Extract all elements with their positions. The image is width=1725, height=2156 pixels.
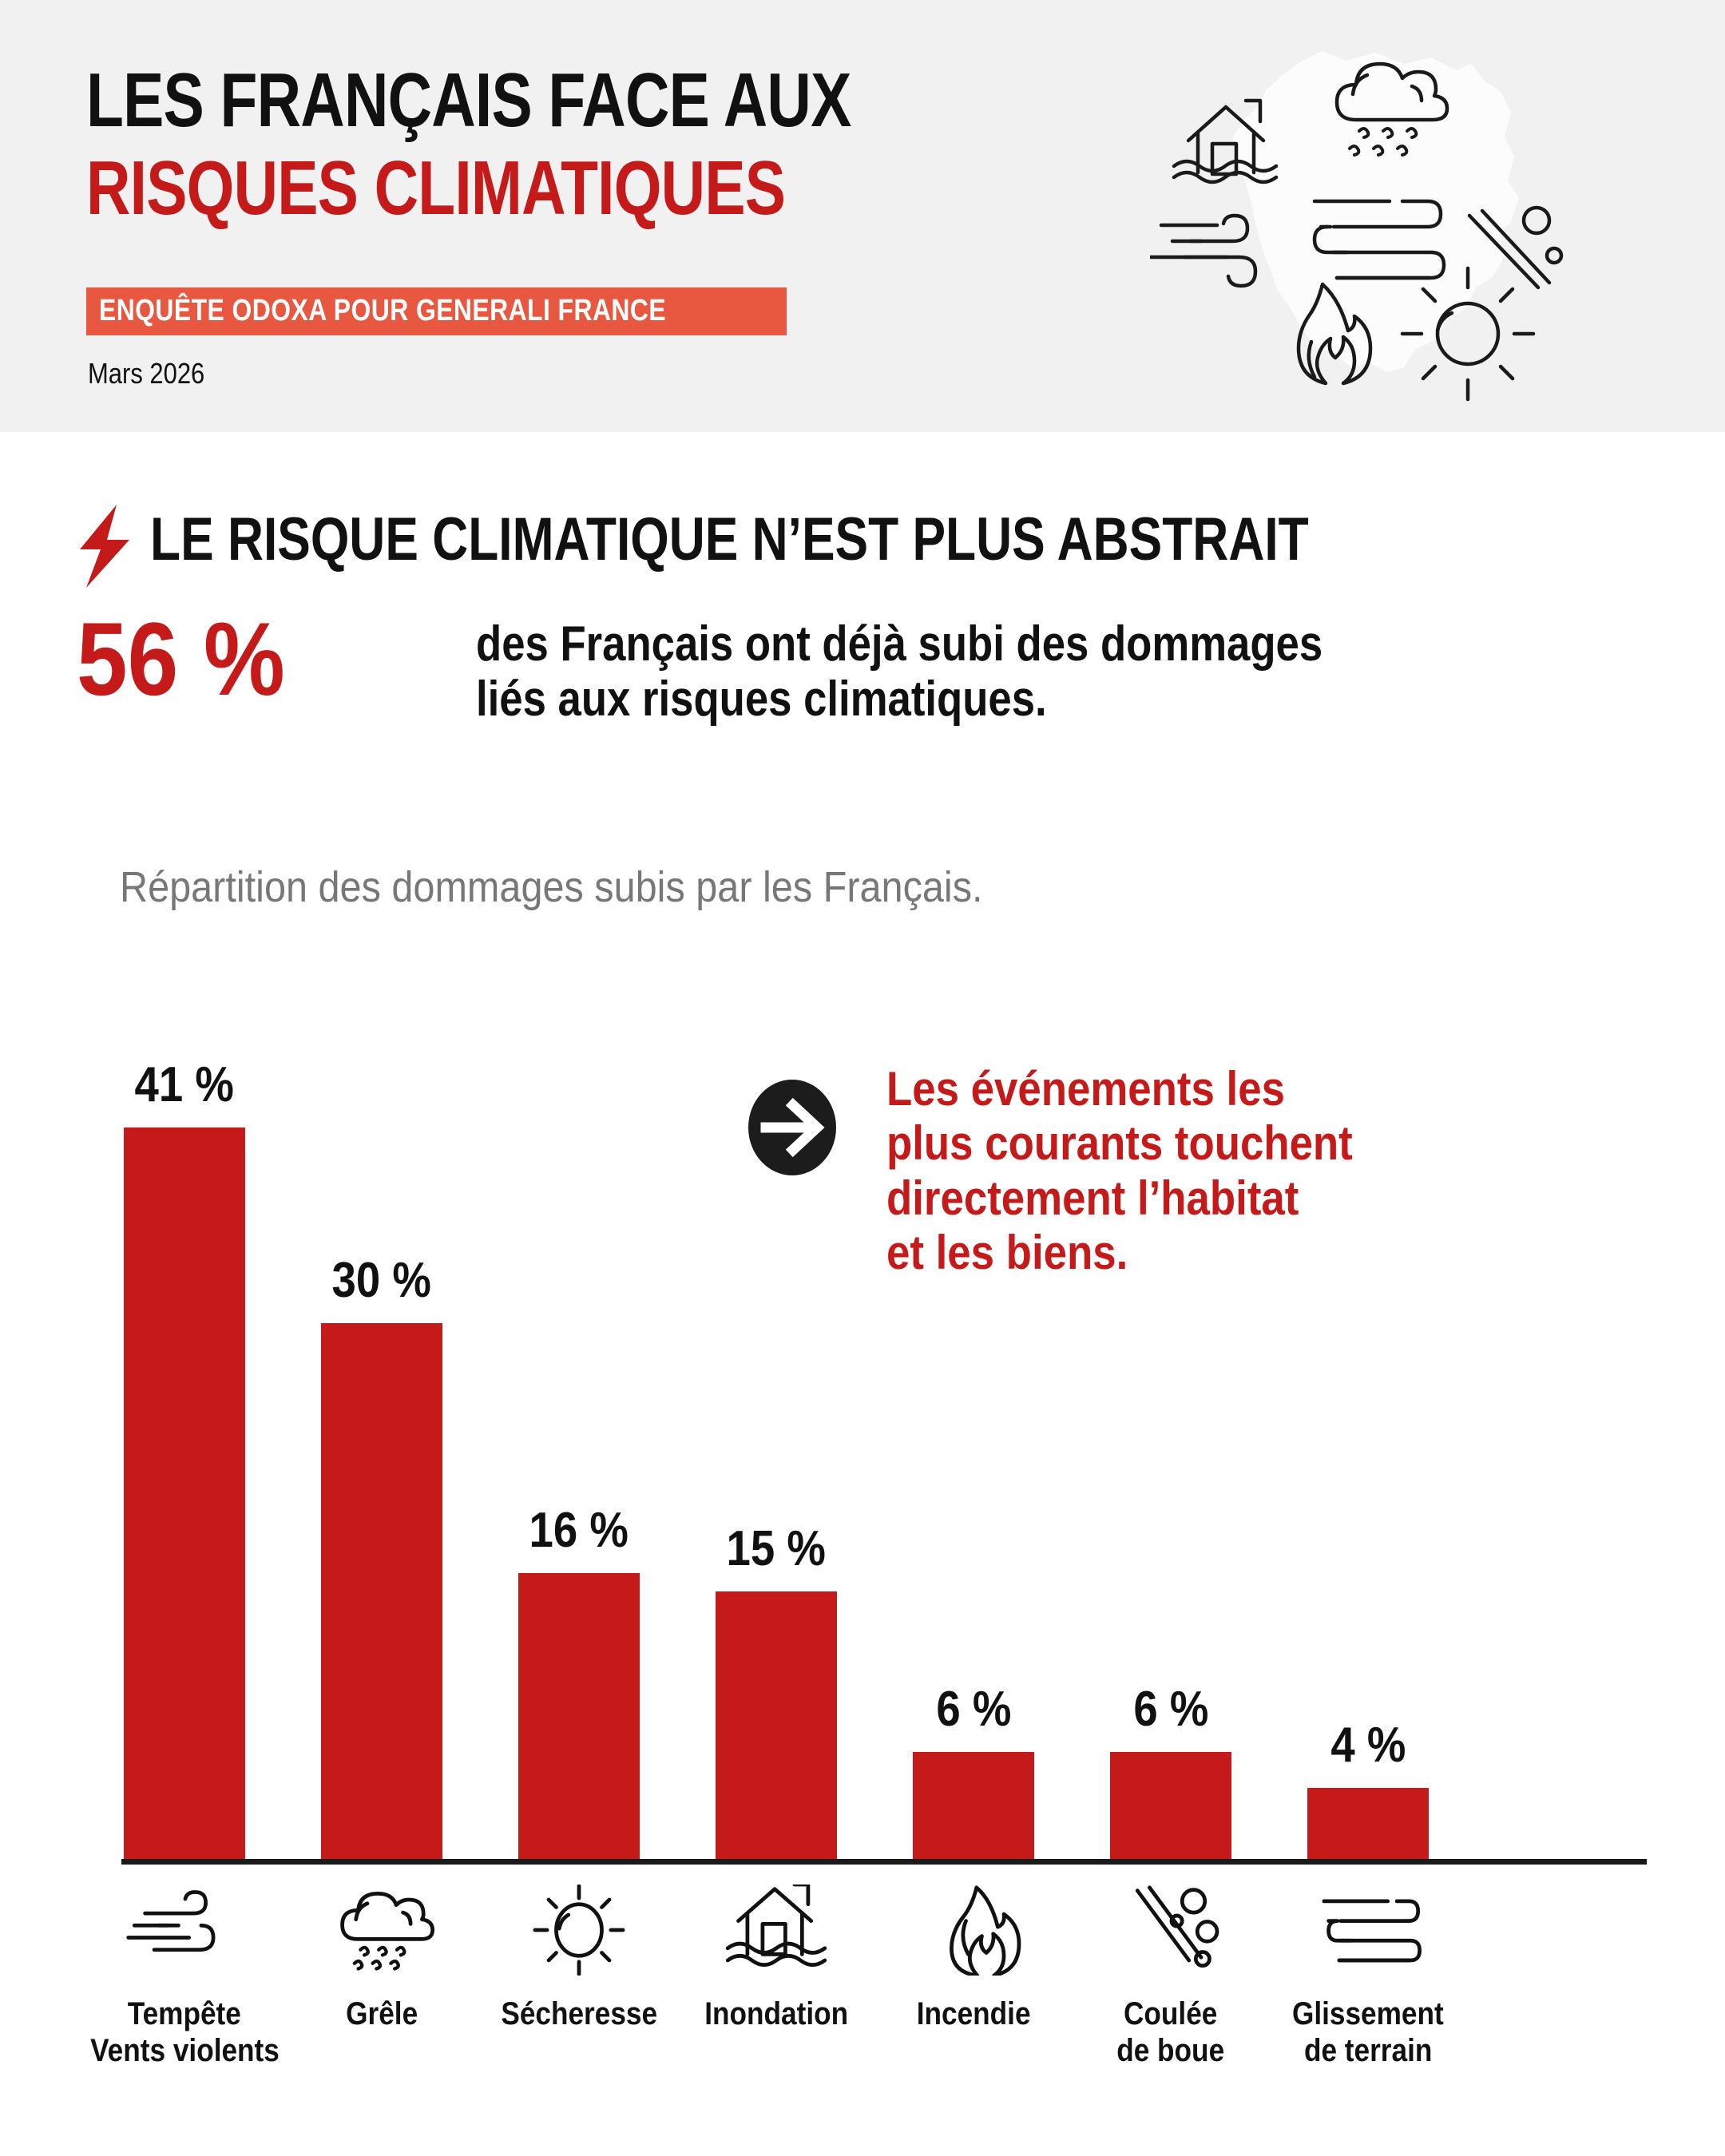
flame-icon	[1296, 282, 1373, 386]
headline-stat-description: des Français ont déjà subi des dommages …	[476, 616, 1481, 727]
bar-value-text: 6 %	[1132, 1682, 1209, 1737]
bar-value-text: 6 %	[935, 1682, 1012, 1737]
publication-date: Mars 2026	[88, 357, 205, 390]
category-label-line1: Sécheresse	[459, 1996, 699, 2033]
category-label-line2: de boue	[1051, 2033, 1291, 2070]
bar-value-label: 16 %	[483, 1506, 675, 1556]
category-label: Glissement de terrain	[1248, 1996, 1488, 2069]
category-label-line1: Coulée	[1051, 1996, 1291, 2033]
category-label-line1-text: Coulée	[1124, 1996, 1218, 2031]
bar-flooded-house	[716, 1591, 837, 1859]
callout-line1: Les événements les	[886, 1062, 1285, 1116]
bar-value-label: 4 %	[1272, 1721, 1464, 1770]
stat-text-line1: des Français ont déjà subi des dommages	[476, 616, 1323, 672]
bar-value-text: 4 %	[1330, 1718, 1406, 1773]
category-label-line2-text: de boue	[1116, 2032, 1225, 2068]
category-label: Inondation	[656, 1996, 896, 2033]
survey-source-label: ENQUÊTE ODOXA POUR GENERALI FRANCE	[99, 294, 667, 327]
bar-sun	[518, 1573, 640, 1859]
category-label-line2: de terrain	[1248, 2033, 1488, 2070]
wind-icon	[124, 1885, 245, 1980]
bar-wind	[124, 1128, 245, 1859]
sun-icon	[1400, 266, 1536, 402]
callout-line3: directement l’habitat	[886, 1171, 1299, 1225]
category-label-line1: Inondation	[656, 1996, 896, 2033]
category-label-line1-text: Glissement	[1292, 1996, 1444, 2031]
callout-line4: et les biens.	[886, 1226, 1128, 1280]
chart-baseline-axis	[121, 1859, 1647, 1865]
category-label-line2: Vents violents	[65, 2033, 304, 2070]
france-map-shape	[1233, 51, 1519, 372]
landslide-icon	[1307, 1885, 1429, 1980]
category-label: Coulée de boue	[1051, 1996, 1291, 2069]
page-title-line1: LES FRANÇAIS FACE AUX	[86, 57, 851, 143]
bar-value-label: 15 %	[680, 1524, 872, 1574]
chart-caption: Répartition des dommages subis par les F…	[120, 863, 983, 911]
bar-mudslide	[1110, 1752, 1231, 1859]
bar-value-text: 30 %	[331, 1253, 432, 1308]
bar-value-text: 15 %	[726, 1521, 827, 1576]
category-label-line1-text: Incendie	[916, 1996, 1031, 2031]
flame-icon	[913, 1885, 1034, 1980]
category-label-line1-text: Inondation	[704, 1996, 848, 2031]
category-label-line1-text: Grêle	[345, 1996, 418, 2031]
bar-value-text: 16 %	[529, 1503, 629, 1558]
category-label-line1: Glissement	[1248, 1996, 1488, 2033]
category-label-line1: Tempête	[65, 1996, 304, 2033]
mudslide-icon	[1467, 205, 1564, 290]
flooded-house-icon	[1172, 98, 1279, 184]
hail-cloud-icon	[1334, 61, 1449, 157]
flooded-house-icon	[716, 1882, 837, 1980]
france-map-illustration	[1148, 24, 1565, 407]
bar-value-label: 41 %	[89, 1060, 280, 1110]
category-label: Incendie	[854, 1996, 1093, 2033]
category-label: Grêle	[262, 1996, 502, 2033]
category-label-line1: Incendie	[854, 1996, 1093, 2033]
bar-landslide	[1307, 1788, 1429, 1859]
category-label-line2-text: de terrain	[1303, 2032, 1433, 2068]
bar-hail-cloud	[321, 1323, 442, 1859]
category-label-line1-text: Sécheresse	[501, 1996, 657, 2031]
category-label-line1: Grêle	[262, 1996, 502, 2033]
title-block: LES FRANÇAIS FACE AUX RISQUES CLIMATIQUE…	[86, 62, 1156, 227]
bar-value-label: 6 %	[878, 1685, 1069, 1734]
bar-flame	[913, 1752, 1034, 1859]
hail-cloud-icon	[321, 1885, 442, 1980]
header-band: LES FRANÇAIS FACE AUX RISQUES CLIMATIQUE…	[0, 0, 1725, 432]
headline-stat-value: 56 %	[77, 600, 285, 717]
bar-value-label: 6 %	[1075, 1685, 1267, 1734]
lightning-bolt-icon	[77, 505, 133, 588]
callout-text: Les événements les plus courants touchen…	[886, 1062, 1406, 1281]
bar-value-text: 41 %	[134, 1057, 235, 1112]
category-label-line1-text: Tempête	[127, 1996, 242, 2031]
page-title-line2: RISQUES CLIMATIQUES	[86, 145, 786, 231]
wind-icon	[1148, 213, 1258, 288]
callout-line2: plus courants touchent	[886, 1116, 1353, 1171]
category-label-line2-text: Vents violents	[89, 2032, 280, 2068]
section-heading: LE RISQUE CLIMATIQUE N’EST PLUS ABSTRAIT	[150, 505, 1309, 573]
stat-text-line2: liés aux risques climatiques.	[476, 672, 1047, 727]
survey-source-badge: ENQUÊTE ODOXA POUR GENERALI FRANCE	[86, 287, 787, 335]
category-label: Tempête Vents violents	[65, 1996, 304, 2069]
category-label: Sécheresse	[459, 1996, 699, 2033]
bar-value-label: 30 %	[286, 1256, 478, 1306]
arrow-right-icon	[747, 1078, 838, 1177]
sun-icon	[518, 1884, 640, 1980]
mudslide-icon	[1110, 1885, 1231, 1980]
storm-lines-icon	[1312, 199, 1446, 280]
